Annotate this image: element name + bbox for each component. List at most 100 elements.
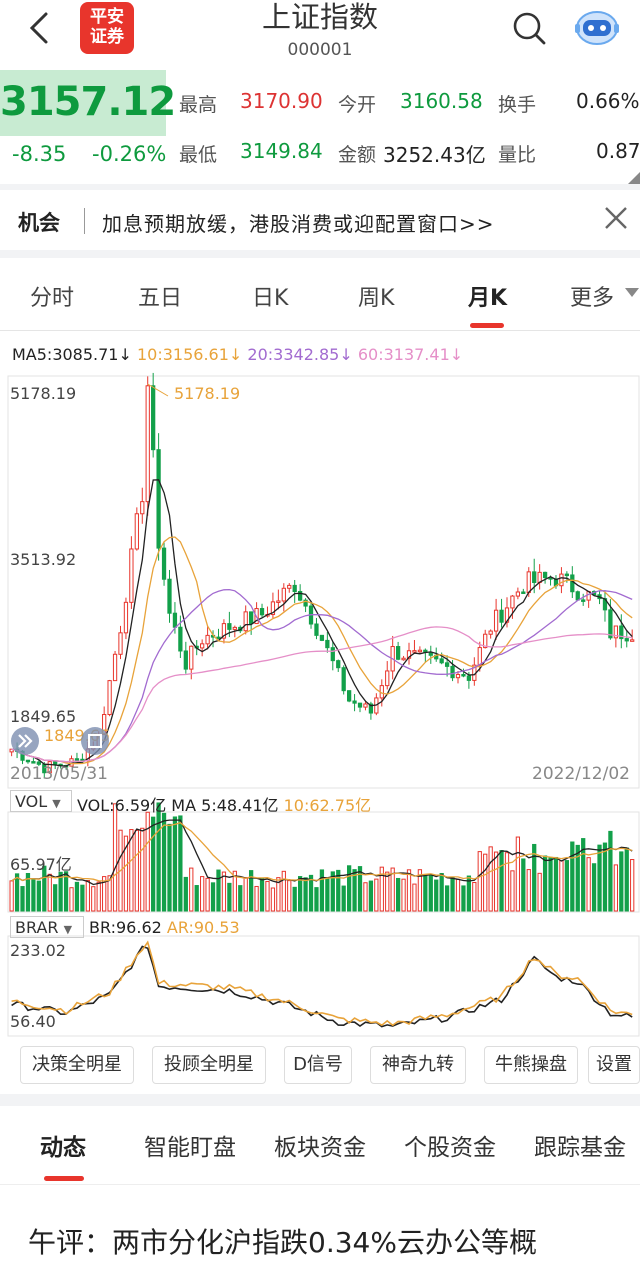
volume-bar — [102, 876, 107, 912]
vol-legend: VOL:6.59亿 MA 5:48.41亿 10:62.75亿 — [77, 792, 371, 816]
volume-bar — [395, 877, 401, 912]
tab-monthly-k[interactable]: 月K — [468, 286, 508, 311]
volume-bar — [85, 880, 90, 912]
tab-five-day[interactable]: 五日 — [138, 286, 183, 311]
volume-bar — [14, 873, 20, 912]
open-value: 3160.58 — [400, 89, 483, 113]
tab-news-feed[interactable]: 动态 — [40, 1135, 86, 1161]
kline-candle — [526, 571, 531, 594]
kline-candle — [270, 601, 276, 616]
fullscreen-icon[interactable] — [80, 726, 110, 756]
news-headline[interactable]: 加息预期放缓，港股消费或迎配置窗口>> — [102, 212, 495, 236]
tab-stock-funds[interactable]: 个股资金 — [404, 1135, 496, 1161]
volume-bar — [254, 885, 259, 912]
ma60-line — [11, 626, 633, 763]
active-tab-indicator — [44, 1176, 84, 1181]
article-title[interactable]: 午评：两市分化沪指跌0.34%云办公等概 — [28, 1226, 537, 1259]
tab-tracking-funds[interactable]: 跟踪基金 — [534, 1135, 626, 1161]
volume-bar — [194, 885, 199, 912]
ma10-line — [11, 536, 633, 765]
kline-candle — [178, 626, 183, 652]
volume-bar — [455, 878, 461, 912]
decision-star-button[interactable]: 决策全明星 — [20, 1046, 134, 1084]
kline-candle — [112, 653, 118, 682]
settings-button[interactable]: 设置 — [588, 1046, 640, 1084]
kline-candle — [221, 623, 227, 639]
volume-bar — [270, 887, 276, 912]
bull-bear-button[interactable]: 牛熊操盘 — [484, 1046, 578, 1084]
amount-label: 金额 — [338, 144, 377, 166]
high-value: 3170.90 — [240, 89, 323, 113]
peak-pointer — [147, 383, 169, 397]
tab-smart-watch[interactable]: 智能盯盘 — [144, 1135, 236, 1161]
volume-bar — [450, 877, 455, 912]
volume-bar — [374, 878, 379, 912]
vol-ma10-line — [11, 821, 633, 882]
volume-bar — [586, 857, 591, 912]
volume-bar — [145, 811, 150, 912]
tab-sector-funds[interactable]: 板块资金 — [274, 1135, 366, 1161]
page-title: 上证指数 — [261, 0, 378, 34]
turnover-value: 0.66% — [576, 89, 640, 113]
vol-indicator-selector[interactable]: VOL ▼ — [10, 790, 72, 812]
y-axis-mid-label: 3513.92 — [10, 550, 77, 569]
kline-candle — [243, 611, 248, 632]
volume-bar — [80, 884, 85, 912]
tab-weekly-k[interactable]: 周K — [358, 286, 395, 311]
ma5-line — [11, 479, 633, 767]
kline-candle — [570, 574, 575, 593]
ma10-legend: 10:3156.61↓ — [136, 345, 243, 364]
news-separator — [84, 208, 85, 234]
ratio-value: 0.87 — [596, 139, 640, 163]
kline-candle — [510, 595, 515, 609]
volume-bar — [200, 876, 205, 912]
kline-candle — [417, 649, 423, 653]
volume-bar — [265, 880, 270, 912]
robot-assistant-icon[interactable] — [574, 8, 620, 48]
volume-bar — [472, 882, 477, 912]
kline-candle — [575, 591, 580, 601]
kline-candle — [303, 599, 308, 607]
volume-bar — [303, 877, 308, 912]
kline-candle — [31, 761, 36, 764]
expand-corner-icon[interactable] — [628, 172, 640, 184]
volume-bar — [368, 880, 374, 912]
kline-chart[interactable] — [0, 336, 640, 1084]
volume-bar — [559, 860, 564, 912]
kline-candle — [428, 652, 433, 656]
brar-indicator-selector[interactable]: BRAR ▼ — [10, 916, 84, 938]
volume-bar — [602, 842, 608, 912]
back-arrow-icon[interactable] — [22, 10, 58, 46]
volume-bar — [210, 882, 216, 912]
open-label: 今开 — [338, 94, 377, 116]
magic-nine-button[interactable]: 神奇九转 — [370, 1046, 466, 1084]
tab-intraday[interactable]: 分时 — [30, 286, 75, 311]
volume-bar — [379, 866, 384, 912]
price-change-percent: -0.26% — [92, 142, 167, 166]
volume-bar — [346, 865, 352, 912]
volume-bar — [564, 860, 570, 912]
kline-candle — [352, 700, 357, 704]
advisor-star-button[interactable]: 投顾全明星 — [152, 1046, 266, 1084]
kline-candle — [385, 670, 390, 687]
volume-bar — [91, 886, 96, 912]
kline-candle — [581, 599, 586, 602]
kline-candle — [156, 449, 161, 549]
search-icon[interactable] — [510, 10, 550, 46]
divider — [0, 330, 640, 331]
close-icon[interactable] — [602, 204, 630, 232]
current-price: 3157.12 — [0, 79, 176, 125]
volume-bar — [216, 869, 221, 912]
collapse-left-icon[interactable] — [10, 726, 40, 756]
tab-daily-k[interactable]: 日K — [252, 286, 289, 311]
volume-bar — [406, 869, 412, 912]
d-signal-button[interactable]: D信号 — [284, 1046, 352, 1084]
tab-more[interactable]: 更多 — [570, 286, 615, 311]
kline-candle — [613, 625, 618, 639]
br-value: BR:96.62 — [89, 918, 162, 937]
kline-candle — [118, 632, 123, 655]
volume-bar — [548, 856, 553, 912]
volume-bar — [357, 866, 363, 912]
volume-bar — [499, 850, 504, 912]
kline-candle — [276, 600, 281, 603]
